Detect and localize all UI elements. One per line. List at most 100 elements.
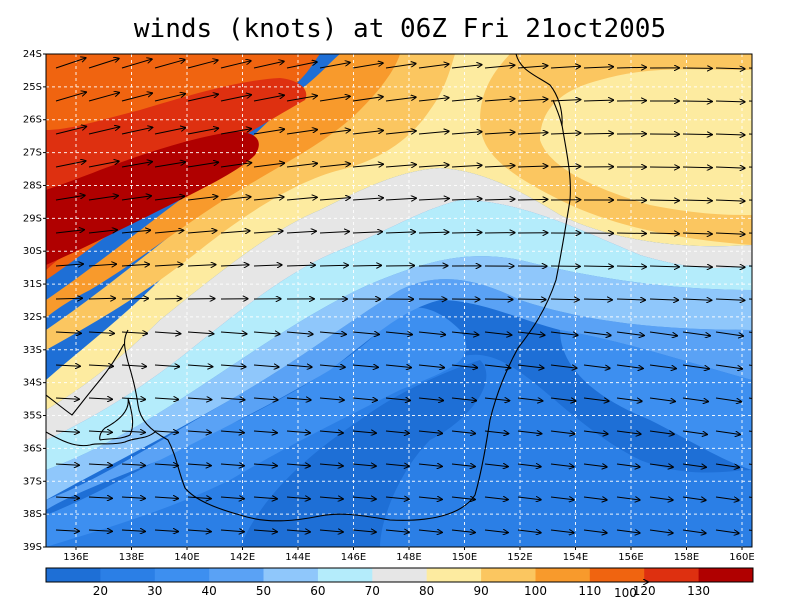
colorbar-swatch	[698, 568, 754, 582]
wind-vector	[121, 59, 152, 69]
wind-vector	[253, 95, 284, 102]
wind-vector	[682, 331, 710, 336]
wind-vector	[286, 365, 312, 367]
wind-vector	[649, 299, 678, 300]
wind-vector	[616, 364, 643, 368]
wind-vector	[551, 563, 574, 566]
wind-vector	[286, 130, 317, 135]
wind-vector	[88, 398, 112, 399]
wind-vector	[748, 265, 752, 267]
latitude-axis: 24S 25S 26S 27S 28S 29S 30S 31S 32S 33S 34S 35S 36S 3…	[23, 49, 46, 553]
wind-vector	[121, 127, 152, 135]
wind-vector	[583, 299, 612, 300]
wind-vector	[352, 164, 383, 167]
wind-vector	[253, 530, 277, 532]
wind-vector	[616, 464, 640, 467]
wind-vector	[517, 199, 547, 200]
wind-vector	[451, 464, 475, 467]
wind-vector	[385, 64, 416, 69]
wind-vector	[418, 497, 442, 499]
colorbar-label: 30	[147, 584, 162, 598]
wind-vector	[517, 530, 541, 533]
wind-vector	[55, 497, 79, 498]
wind-vector	[616, 266, 646, 267]
longitude-axis: 136E 138E 140E 142E 144E 146E 148E 150E 152E 154E…	[63, 547, 755, 563]
colorbar-label: 110	[578, 584, 601, 598]
wind-vector	[517, 99, 547, 101]
colorbar-label: 70	[365, 584, 380, 598]
wind-vector	[649, 233, 679, 234]
wind-vector	[352, 464, 376, 466]
wind-vector	[451, 398, 476, 401]
wind-vector	[649, 497, 673, 500]
wind-vector	[353, 563, 376, 565]
wind-vector	[616, 497, 640, 500]
wind-vector	[55, 127, 86, 135]
wind-vector	[319, 164, 350, 168]
colorbar-label: 100	[524, 584, 547, 598]
wind-vector	[319, 431, 343, 433]
lon-label: 154E	[563, 552, 588, 563]
wind-vector	[154, 264, 182, 266]
wind-vector	[451, 65, 482, 69]
wind-vector	[154, 497, 178, 499]
wind-vector	[286, 431, 310, 433]
wind-vector	[418, 398, 443, 401]
wind-vector	[220, 365, 246, 367]
wind-vector	[352, 198, 383, 200]
wind-vector	[748, 364, 752, 366]
wind-vector	[187, 398, 211, 400]
wind-vector	[187, 497, 211, 499]
wind-vector	[451, 165, 482, 167]
wind-vector	[748, 430, 752, 432]
wind-vector	[484, 398, 509, 401]
wind-vector	[253, 464, 277, 466]
lat-label: 26S	[23, 115, 42, 126]
wind-vector	[55, 398, 79, 399]
wind-vector	[352, 131, 383, 135]
wind-vector	[55, 161, 86, 168]
wind-vector	[418, 131, 449, 134]
wind-vector	[55, 431, 79, 432]
wind-vector	[385, 232, 415, 233]
wind-vector	[715, 68, 745, 69]
wind-vector	[187, 94, 218, 102]
wind-vector	[583, 497, 607, 500]
wind-vector	[715, 200, 745, 201]
wind-vector	[484, 365, 510, 368]
wind-vector	[550, 166, 580, 167]
wind-vector	[253, 197, 284, 201]
wind-vector	[121, 230, 150, 233]
wind-vector	[583, 331, 611, 335]
colorbar-label: 90	[473, 584, 488, 598]
reference-vector: 100	[610, 582, 648, 600]
wind-vector	[88, 230, 117, 234]
wind-vector	[385, 165, 416, 167]
lat-label: 27S	[23, 148, 42, 159]
wind-vector	[418, 431, 442, 433]
wind-vector	[715, 364, 742, 369]
wind-vector	[418, 332, 445, 335]
wind-vector	[484, 199, 515, 200]
lon-label: 160E	[729, 552, 754, 563]
wind-vector	[121, 298, 148, 299]
lon-label: 156E	[618, 552, 643, 563]
wind-vector	[550, 331, 578, 335]
wind-vector	[352, 398, 377, 400]
reference-vector-label: 100	[614, 586, 637, 600]
lat-label: 38S	[23, 509, 42, 520]
wind-vector	[550, 100, 580, 101]
wind-vector	[715, 167, 745, 168]
wind-vector	[286, 265, 315, 266]
wind-vector	[385, 497, 409, 499]
wind-vector	[253, 265, 282, 266]
wind-vector	[715, 134, 745, 135]
wind-vector	[88, 127, 119, 135]
wind-vector	[319, 96, 350, 102]
wind-vector	[122, 563, 145, 564]
wind-vector	[220, 163, 251, 168]
wind-vector	[649, 430, 674, 434]
colorbar-frame	[45, 567, 754, 583]
wind-vector	[682, 233, 712, 234]
colorbar-swatch	[46, 568, 101, 582]
